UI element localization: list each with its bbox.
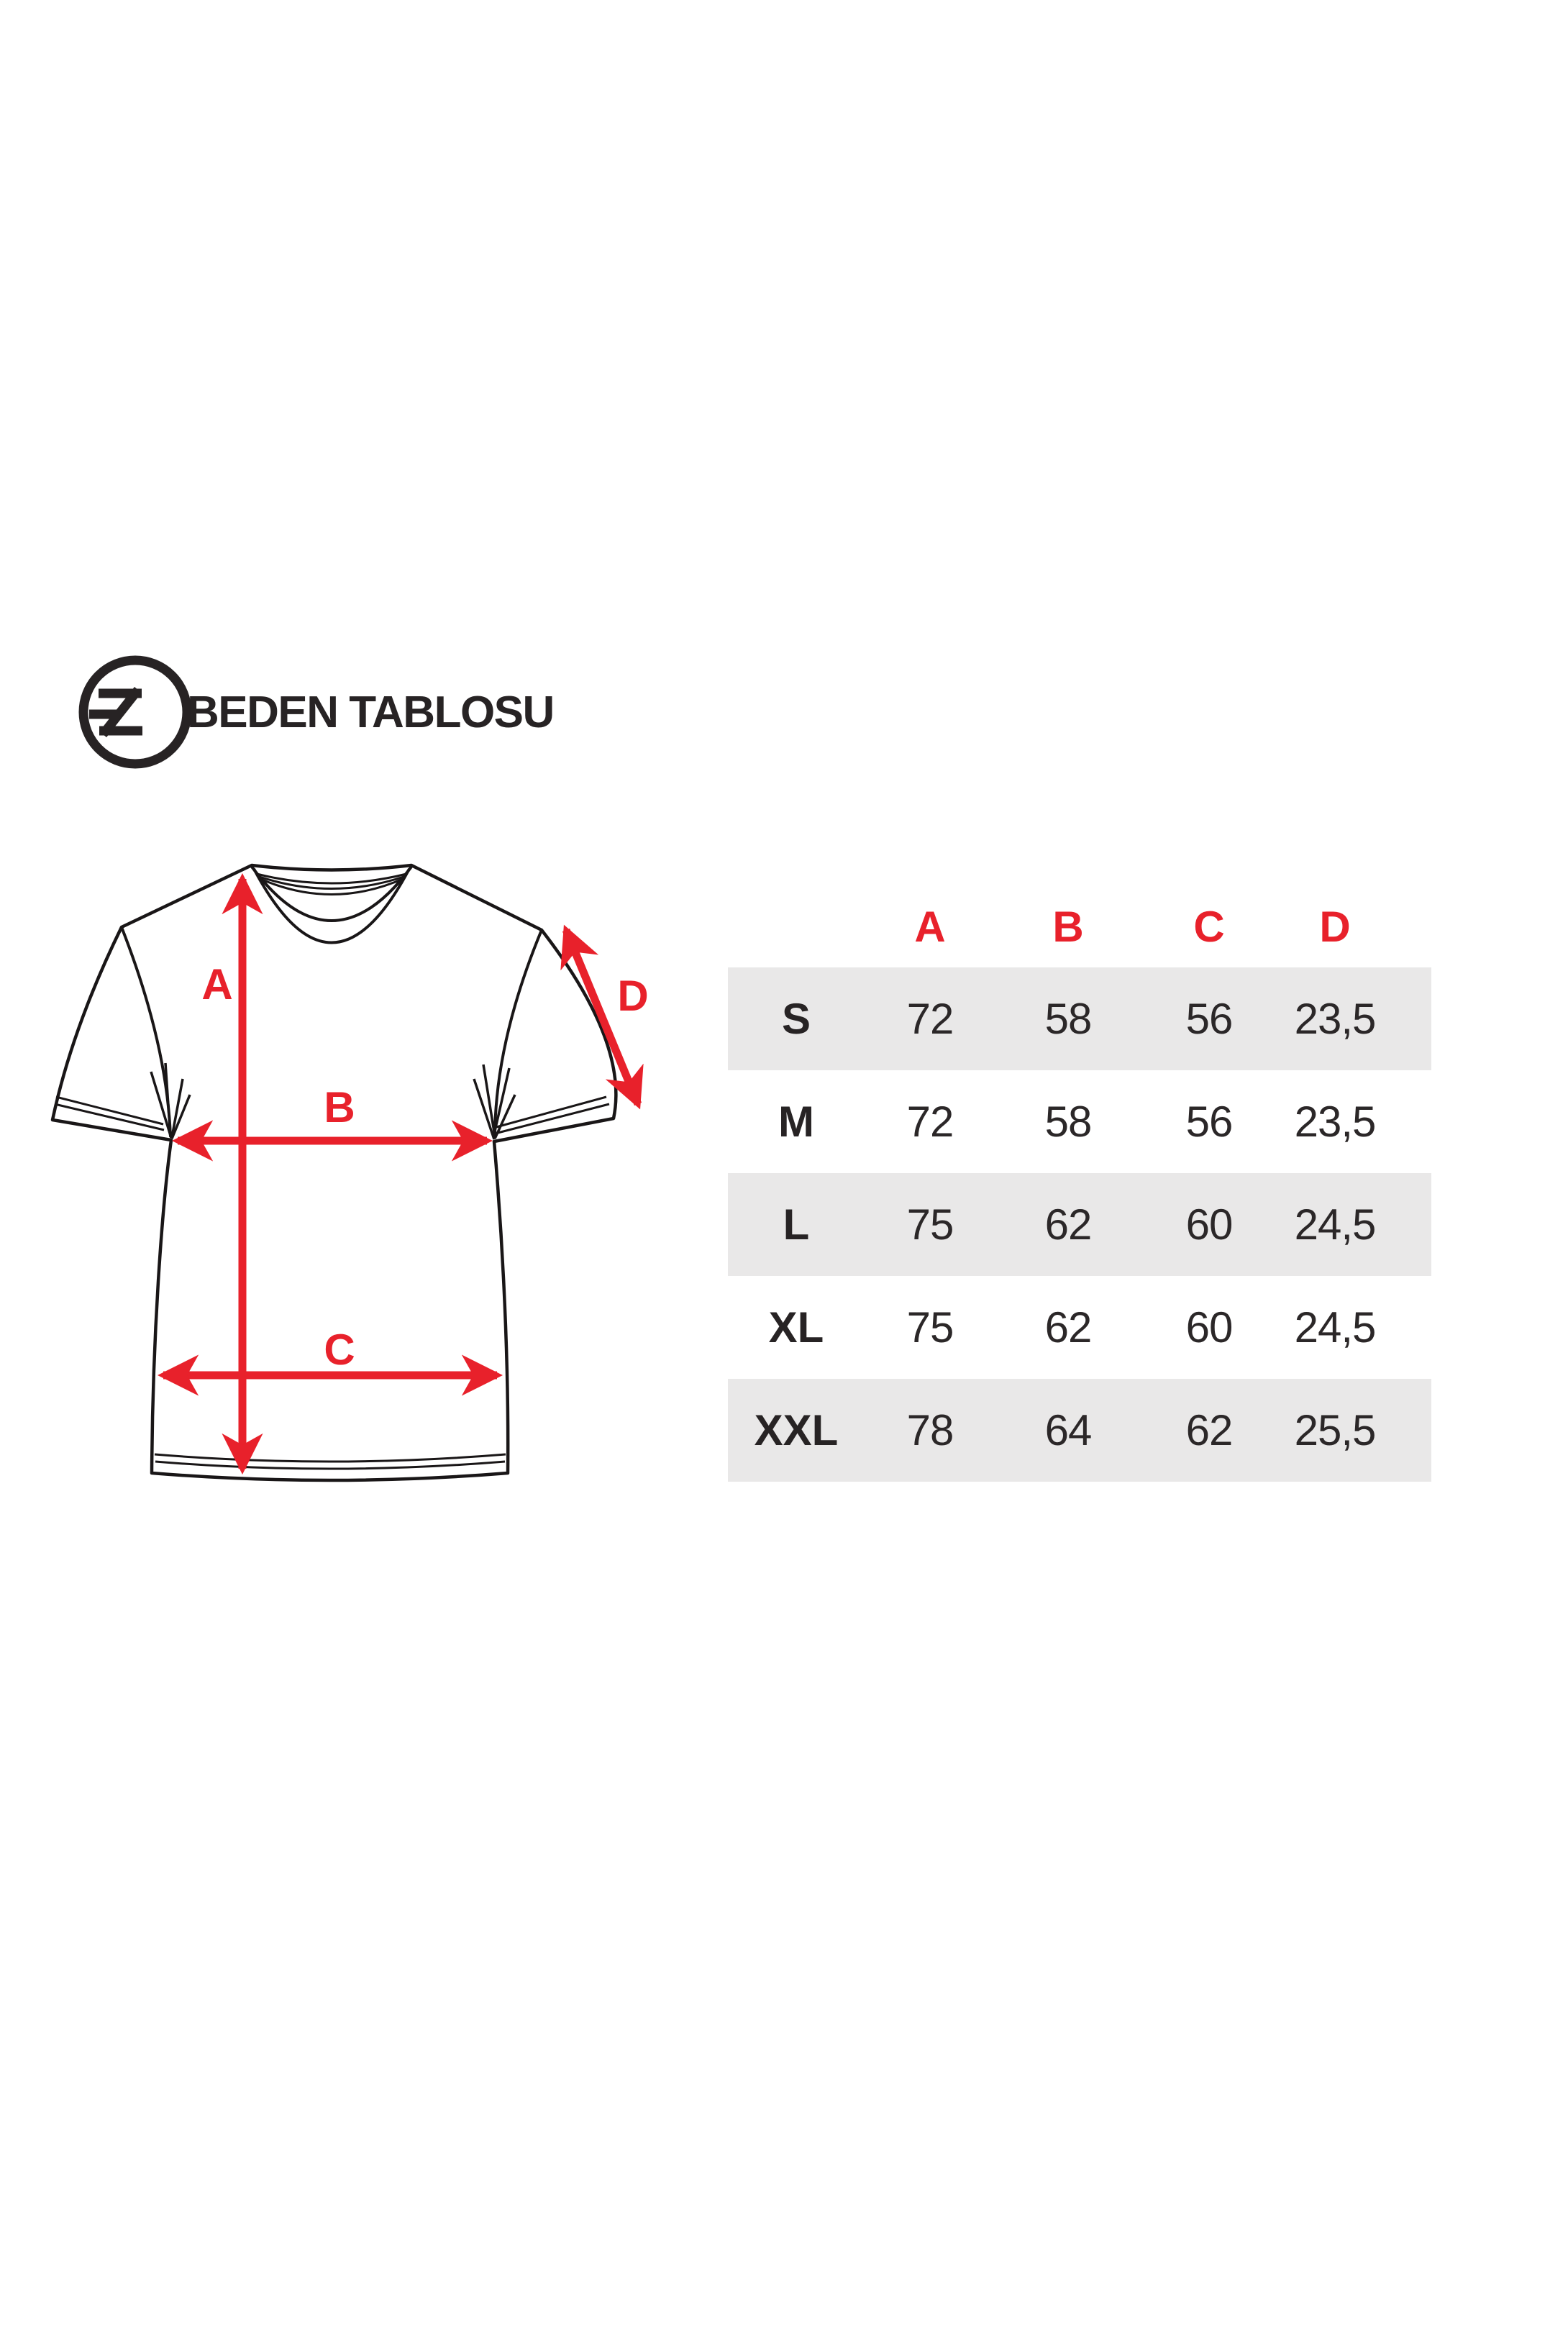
diagram-label-a: A (201, 960, 232, 1008)
size-table: A B C D S 72 58 56 23,5 M 72 58 56 23,5 … (728, 895, 1431, 1482)
table-row-m: M 72 58 56 23,5 (728, 1070, 1431, 1173)
size-label: M (778, 1098, 814, 1146)
value-b: 62 (1044, 1303, 1093, 1352)
table-row-xxl: XXL 78 64 62 25,5 (728, 1379, 1431, 1482)
size-table-header: A B C D (728, 895, 1431, 957)
value-b: 62 (1044, 1200, 1093, 1249)
value-d: 23,5 (1294, 1098, 1377, 1146)
page-title: BEDEN TABLOSU (187, 688, 555, 737)
col-header-b: B (1052, 902, 1084, 951)
diagram-label-c: C (324, 1326, 355, 1374)
col-header-d: D (1319, 902, 1351, 951)
value-c: 60 (1185, 1303, 1234, 1352)
value-a: 75 (906, 1303, 954, 1352)
col-header-a: A (914, 902, 946, 951)
value-d: 25,5 (1294, 1406, 1377, 1454)
size-label: L (783, 1200, 810, 1249)
col-header-c: C (1193, 902, 1225, 951)
table-row-s: S 72 58 56 23,5 (728, 967, 1431, 1070)
value-a: 72 (906, 1098, 954, 1146)
tshirt-measurement-diagram: A B C D (50, 863, 649, 1482)
tshirt-outline (50, 863, 618, 1482)
value-c: 60 (1185, 1200, 1234, 1249)
table-row-l: L 75 62 60 24,5 (728, 1173, 1431, 1276)
value-c: 56 (1185, 1098, 1234, 1146)
size-label: S (781, 995, 811, 1043)
size-label: XL (768, 1303, 824, 1352)
value-d: 24,5 (1294, 1200, 1377, 1249)
value-d: 24,5 (1294, 1303, 1377, 1352)
value-a: 72 (906, 995, 954, 1043)
table-row-xl: XL 75 62 60 24,5 (728, 1276, 1431, 1379)
value-a: 75 (906, 1200, 954, 1249)
diagram-label-d: D (617, 972, 648, 1020)
value-b: 64 (1044, 1406, 1093, 1454)
brand-header: BEDEN TABLOSU (72, 647, 719, 777)
measurement-arrows (157, 872, 644, 1475)
header-gap (728, 957, 1431, 967)
value-c: 56 (1185, 995, 1234, 1043)
diagram-label-b: B (324, 1083, 355, 1131)
value-b: 58 (1044, 995, 1093, 1043)
value-d: 23,5 (1294, 995, 1377, 1043)
value-b: 58 (1044, 1098, 1093, 1146)
arrow-d (560, 924, 644, 1110)
value-a: 78 (906, 1406, 954, 1454)
z-strike-circle-logo (78, 655, 192, 769)
size-label: XXL (754, 1406, 839, 1454)
value-c: 62 (1185, 1406, 1234, 1454)
